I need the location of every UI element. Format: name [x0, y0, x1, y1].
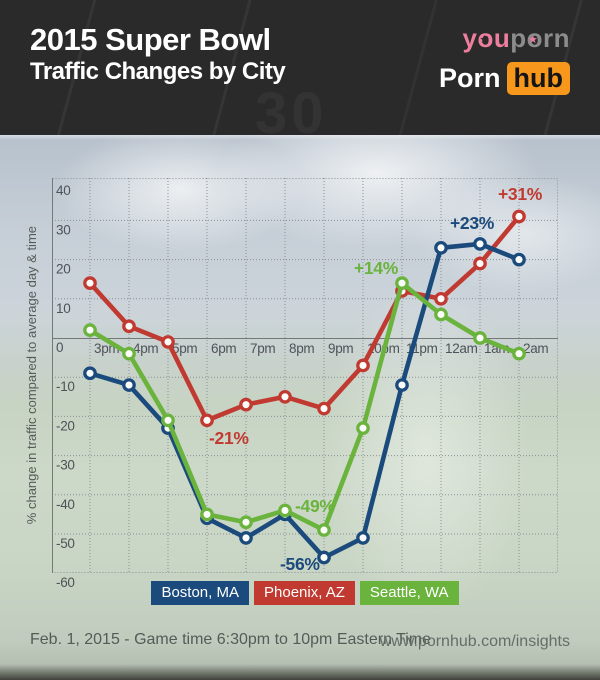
y-tick-label: 10: [56, 301, 70, 316]
data-point-seattle-wa: [356, 421, 370, 436]
yard-number-decoration: 30: [255, 80, 328, 135]
data-point-boston-ma: [434, 240, 448, 255]
y-tick-label: -40: [56, 497, 75, 512]
star-icon: ★: [479, 33, 490, 46]
data-point-seattle-wa: [473, 331, 487, 345]
data-point-boston-ma: [83, 366, 97, 381]
data-point-seattle-wa: [161, 413, 175, 428]
data-point-seattle-wa: [317, 523, 331, 537]
header: 30 2015 Super Bowl Traffic Changes by Ci…: [0, 0, 600, 135]
data-point-boston-ma: [356, 531, 370, 545]
x-tick-label: 8pm: [289, 341, 314, 356]
youporn-logo-you: you ★: [462, 23, 511, 53]
footer-game-info: Feb. 1, 2015 - Game time 6:30pm to 10pm …: [30, 631, 432, 648]
legend-item-phoenix-az: Phoenix, AZ: [254, 581, 355, 605]
data-point-boston-ma: [395, 378, 409, 392]
data-point-phoenix-az: [122, 319, 136, 334]
x-tick-label: 6pm: [211, 341, 236, 356]
data-point-seattle-wa: [512, 346, 526, 361]
data-point-boston-ma: [473, 237, 487, 251]
annotation-23: +23%: [450, 213, 495, 233]
y-tick-label: 20: [56, 262, 70, 277]
x-tick-label: 7pm: [250, 341, 275, 356]
data-point-seattle-wa: [200, 507, 214, 522]
chart-legend: Boston, MA Phoenix, AZ Seattle, WA: [52, 581, 558, 605]
brand-logos: you ★ porn ★ Porn hub: [439, 24, 570, 95]
legend-item-boston-ma: Boston, MA: [151, 581, 249, 605]
data-point-seattle-wa: [239, 515, 253, 530]
data-point-phoenix-az: [278, 389, 292, 404]
data-point-phoenix-az: [317, 401, 331, 416]
x-tick-label: 5pm: [172, 341, 197, 356]
series-line-phoenix-az: [87, 214, 522, 423]
data-point-phoenix-az: [434, 291, 448, 306]
data-point-phoenix-az: [83, 276, 97, 290]
series-line-seattle-wa: [87, 280, 522, 533]
y-tick-label: -30: [56, 458, 75, 473]
x-tick-label: 1am: [484, 341, 509, 356]
data-point-phoenix-az: [356, 358, 370, 373]
x-tick-label: 12am: [445, 341, 478, 356]
youporn-logo-porn: porn ★: [510, 23, 570, 53]
page-subtitle: Traffic Changes by City: [30, 57, 286, 85]
annotation-56: -56%: [280, 554, 320, 574]
footer-url: www.pornhub.com/insights: [379, 633, 570, 650]
x-tick-label: 2am: [523, 341, 548, 356]
y-tick-label: -50: [56, 536, 75, 551]
data-point-seattle-wa: [434, 307, 448, 322]
data-point-seattle-wa: [278, 503, 292, 518]
youporn-logo: you ★ porn ★: [439, 24, 570, 53]
x-tick-label: 4pm: [133, 341, 158, 356]
y-tick-label: -60: [56, 575, 75, 590]
y-tick-label: 40: [56, 183, 70, 198]
y-axis-label: % change in traffic compared to average …: [24, 226, 39, 525]
pornhub-logo: Porn hub: [439, 61, 570, 95]
data-point-phoenix-az: [239, 397, 253, 412]
field-lines-decoration: [0, 0, 600, 135]
annotation-31: +31%: [498, 184, 543, 204]
y-tick-label: -20: [56, 418, 75, 433]
data-point-seattle-wa: [395, 276, 409, 290]
data-point-boston-ma: [317, 550, 331, 565]
data-point-seattle-wa: [83, 323, 97, 338]
y-tick-label: 0: [56, 340, 63, 355]
plot-border: [52, 178, 558, 573]
data-point-phoenix-az: [161, 335, 175, 349]
data-point-phoenix-az: [473, 256, 487, 271]
annotation-14: +14%: [354, 258, 399, 278]
traffic-chart: 40 30 20 10 0 -10 -20 -30 -40 -50 -60 3pm 4pm 5pm 6pm 7…: [52, 178, 558, 590]
page-title: 2015 Super Bowl: [30, 22, 271, 57]
annotation-49: -49%: [295, 496, 335, 516]
y-tick-label: 30: [56, 222, 70, 237]
x-tick-label: 9pm: [328, 341, 353, 356]
star-icon: ★: [528, 33, 539, 46]
data-point-phoenix-az: [512, 209, 526, 224]
annotation-21: -21%: [209, 428, 249, 448]
data-point-seattle-wa: [122, 346, 136, 361]
y-tick-label: -10: [56, 379, 75, 394]
data-point-phoenix-az: [200, 413, 214, 428]
data-point-boston-ma: [512, 252, 526, 267]
data-point-boston-ma: [239, 531, 253, 545]
legend-item-seattle-wa: Seattle, WA: [359, 581, 459, 605]
data-point-boston-ma: [122, 378, 136, 392]
